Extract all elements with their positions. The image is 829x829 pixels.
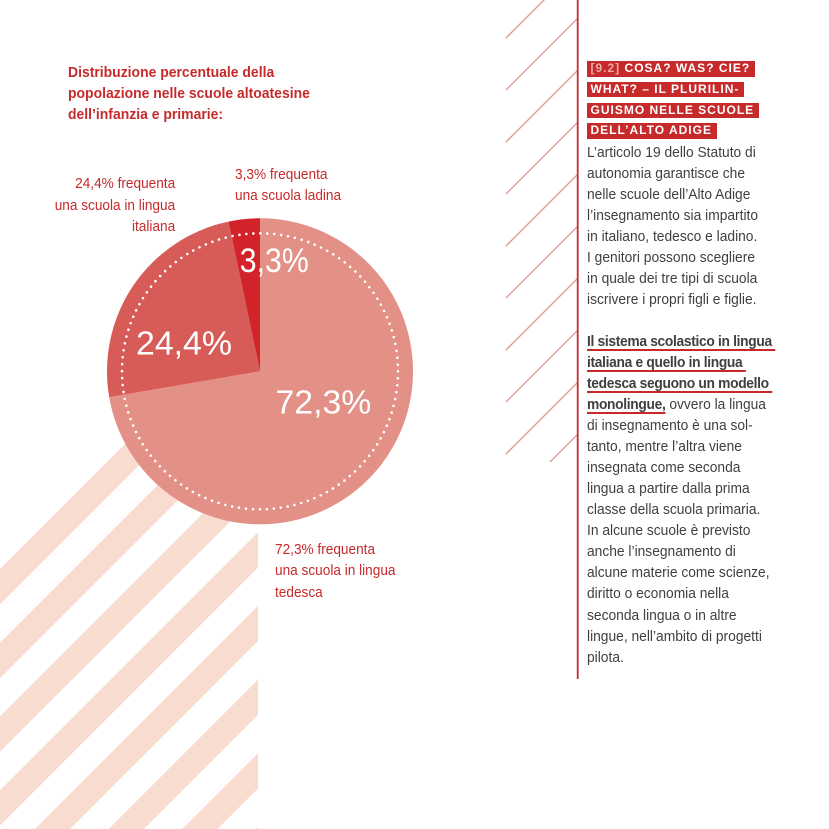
svg-text:72,3%: 72,3% xyxy=(276,384,372,421)
svg-text:24,4%: 24,4% xyxy=(136,326,232,363)
svg-text:3,3%: 3,3% xyxy=(240,242,309,280)
